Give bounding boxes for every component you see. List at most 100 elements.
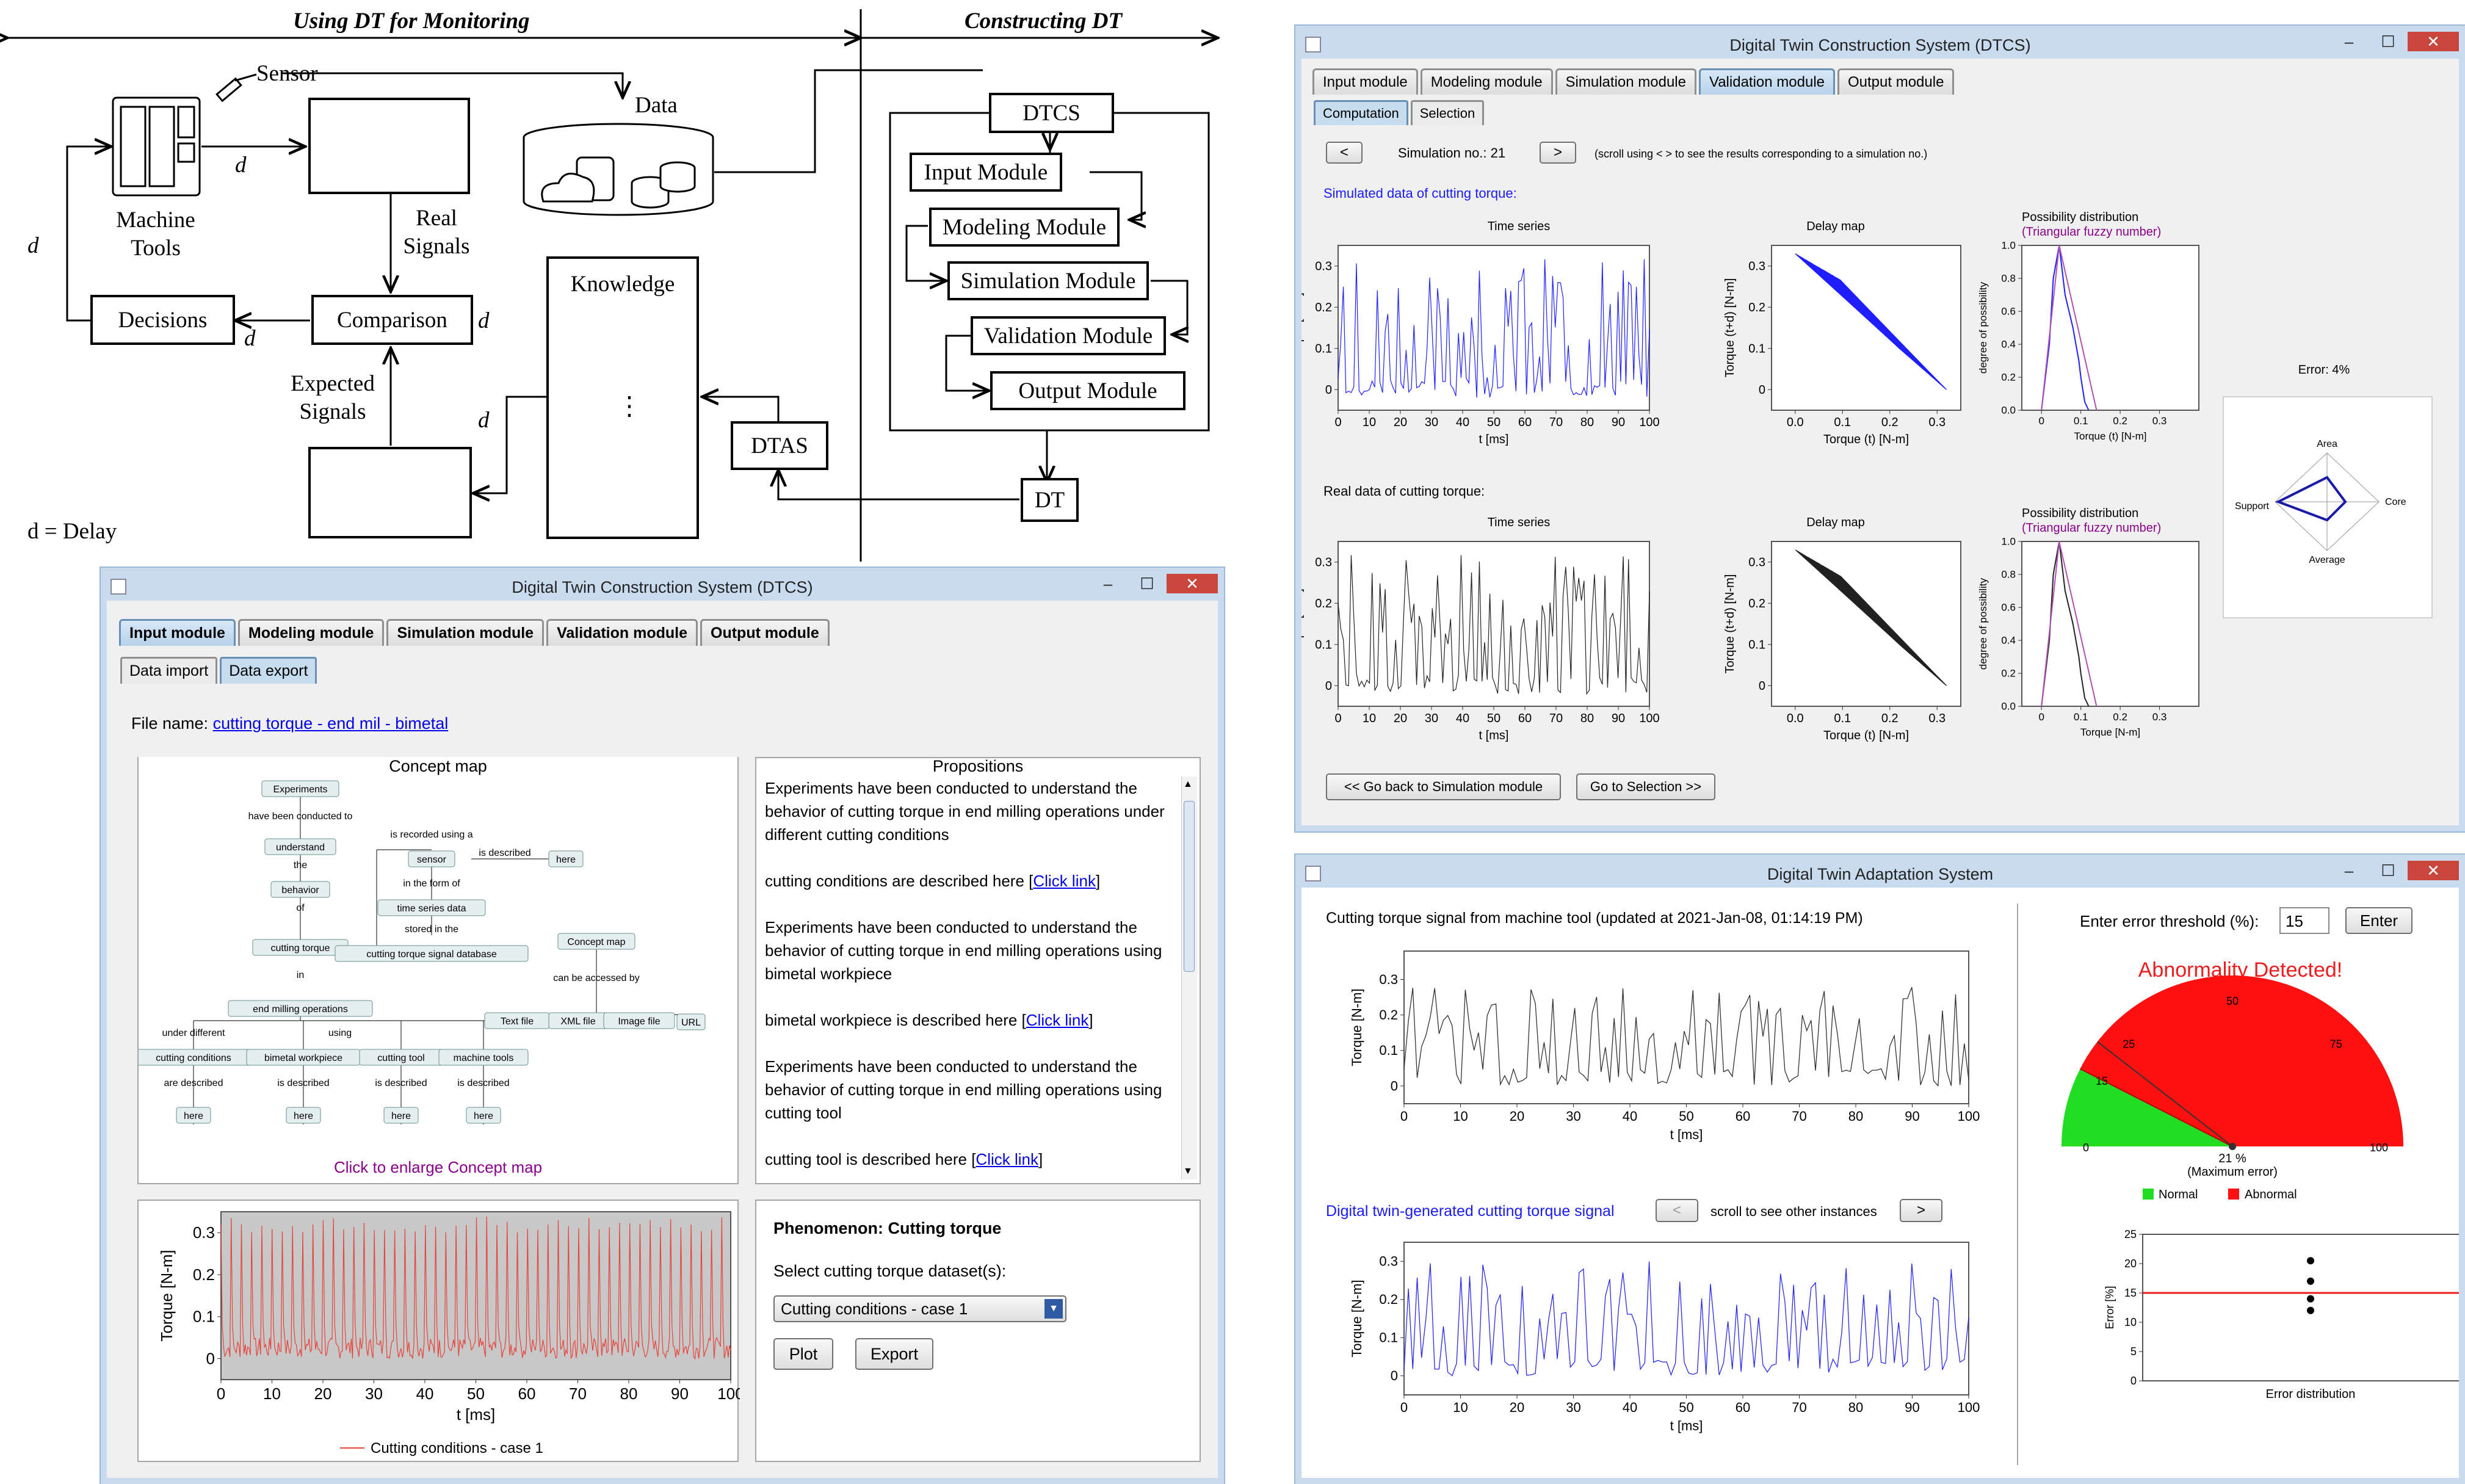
y-tick-label: 0.1 (1315, 342, 1332, 355)
dt-signal-chart: 0 10 20 30 40 50 60 70 80 90 100 0 0.1 0.2 0.3 t [ms] To… (1349, 1242, 1980, 1433)
error-point (2307, 1277, 2314, 1285)
simulation-module-box: Simulation Module (947, 261, 1149, 300)
gauge-tick-label: 50 (2226, 995, 2239, 1007)
x-tick-label: 50 (1679, 1400, 1693, 1415)
file-name-link[interactable]: cutting torque - end mil - bimetal (212, 714, 449, 733)
error-x-label: Error distribution (2266, 1388, 2356, 1401)
concept-database (335, 945, 529, 962)
minimize-button[interactable]: – (1103, 574, 1113, 593)
x-tick-label: 90 (1612, 712, 1625, 725)
radar-panel (2223, 396, 2433, 618)
delay-d-2: d (27, 233, 39, 258)
subtab-data-import[interactable]: Data import (120, 657, 218, 684)
real-signals-box (308, 98, 470, 194)
y-axis-label: Torque [N-m] (1349, 1279, 1364, 1357)
subtab-data-export[interactable]: Data export (220, 657, 317, 684)
dataset-select[interactable]: Cutting conditions - case 1 ▼ (773, 1295, 1066, 1322)
close-button[interactable]: ✕ (2408, 861, 2459, 880)
y-tick-label: 0.3 (193, 1223, 215, 1242)
y-tick-label: 0.2 (1379, 1007, 1398, 1023)
scroll-down-icon[interactable]: ▼ (1183, 1166, 1193, 1176)
next-simulation-button[interactable]: > (1540, 142, 1576, 164)
scroll-up-icon[interactable]: ▲ (1183, 779, 1193, 789)
subtab-computation[interactable]: Computation (1314, 100, 1408, 125)
maximize-button[interactable]: ☐ (2381, 861, 2395, 880)
prev-instance-button[interactable]: < (1656, 1199, 1698, 1222)
enlarge-concept-map-link[interactable]: Click to enlarge Concept map (333, 1158, 543, 1176)
dtcs-box: DTCS (989, 93, 1114, 133)
concept-map-graph[interactable]: Experiments have been conducted to underst… (133, 758, 740, 1149)
concept-link-have-been: have been conducted to (248, 811, 353, 822)
delay-map-segment (1814, 264, 1932, 377)
x-tick-label: 70 (1549, 712, 1563, 725)
tab-output-module[interactable]: Output module (1837, 68, 1955, 95)
tab-output-module[interactable]: Output module (700, 619, 830, 646)
export-button[interactable]: Export (855, 1338, 933, 1370)
plot-area (1337, 245, 1650, 411)
tab-modeling-module[interactable]: Modeling module (1420, 68, 1553, 95)
maximize-button[interactable]: ☐ (1140, 574, 1154, 593)
prev-simulation-button[interactable]: < (1326, 142, 1363, 164)
delay-map-segment (1825, 271, 1944, 388)
dtas-window: Digital Twin Adaptation System – ☐ ✕ Cut… (1295, 855, 2465, 1484)
possibility-title: Possibility distribution (2022, 211, 2138, 224)
output-module-box: Output Module (990, 371, 1185, 410)
propositions-title: Propositions (932, 757, 1024, 775)
click-link[interactable]: Click link (1033, 872, 1096, 890)
tab-validation-module[interactable]: Validation module (1698, 68, 1835, 95)
torque-input-plot: 0 10 20 30 40 50 60 70 80 90 100 0 0.1 0.2 0.3 t [ms] To… (157, 1211, 740, 1457)
tab-input-module[interactable]: Input module (1312, 68, 1418, 95)
close-button[interactable]: ✕ (2408, 32, 2459, 51)
gauge-normal-zone (2061, 1068, 2232, 1146)
y-tick-label: 0 (1759, 679, 1765, 693)
x-tick-label: 50 (1487, 416, 1500, 429)
plot-area (1337, 541, 1650, 707)
minimize-button[interactable]: – (2344, 861, 2354, 880)
y-tick-label: 0.4 (2001, 635, 2016, 646)
subtab-selection[interactable]: Selection (1410, 100, 1485, 125)
click-link[interactable]: Click link (976, 1150, 1038, 1168)
propositions-scrollbar[interactable]: ▲ ▼ (1181, 776, 1197, 1179)
concept-link-described-3: is described (375, 1078, 427, 1088)
close-button[interactable]: ✕ (1167, 574, 1218, 593)
tab-simulation-module[interactable]: Simulation module (386, 619, 545, 646)
concept-here-1 (286, 1107, 321, 1124)
tab-simulation-module[interactable]: Simulation module (1555, 68, 1696, 95)
concept-here-3-label: here (474, 1111, 493, 1121)
panel-divider (2017, 903, 2018, 1465)
y-tick-label: 0 (2130, 1375, 2137, 1387)
chevron-down-icon[interactable]: ▼ (1044, 1299, 1063, 1319)
tab-modeling-module[interactable]: Modeling module (237, 619, 385, 646)
x-tick-label: 0.3 (1928, 416, 1946, 429)
x-tick-label: 50 (1487, 712, 1500, 725)
delay-d-4: d (478, 308, 490, 333)
go-to-selection-button[interactable]: Go to Selection >> (1576, 773, 1715, 800)
x-tick-label: 100 (1639, 712, 1659, 725)
x-tick-label: 90 (1612, 416, 1625, 429)
back-to-simulation-button[interactable]: << Go back to Simulation module (1326, 773, 1561, 800)
gauge-caption: (Maximum error) (2187, 1165, 2278, 1179)
proposition-2: cutting conditions are described here [C… (765, 872, 1101, 890)
minimize-button[interactable]: – (2344, 32, 2354, 51)
y-tick-label: 0.2 (1748, 301, 1765, 314)
x-tick-label: 60 (1518, 416, 1532, 429)
enter-button[interactable]: Enter (2345, 907, 2413, 934)
maximize-button[interactable]: ☐ (2381, 32, 2395, 51)
comparison-box: Comparison (311, 295, 473, 345)
threshold-input[interactable]: 15 (2279, 907, 2329, 934)
y-tick-label: 25 (2124, 1228, 2137, 1240)
click-link[interactable]: Click link (1026, 1011, 1089, 1029)
x-axis-label: t [ms] (1670, 1127, 1703, 1142)
tab-input-module[interactable]: Input module (119, 619, 236, 646)
tab-validation-module[interactable]: Validation module (546, 619, 698, 646)
x-tick-label: 50 (1679, 1109, 1693, 1124)
scroll-thumb[interactable] (1184, 801, 1195, 972)
delay-d-1: d (235, 153, 247, 178)
next-instance-button[interactable]: > (1900, 1199, 1942, 1222)
machine-tools-label: Machine Tools (116, 208, 195, 261)
delay-map-segment (1806, 556, 1934, 675)
concept-experiments (261, 780, 339, 797)
x-tick-label: 0.3 (1928, 712, 1946, 725)
x-tick-label: 20 (314, 1384, 332, 1403)
plot-button[interactable]: Plot (773, 1338, 833, 1370)
